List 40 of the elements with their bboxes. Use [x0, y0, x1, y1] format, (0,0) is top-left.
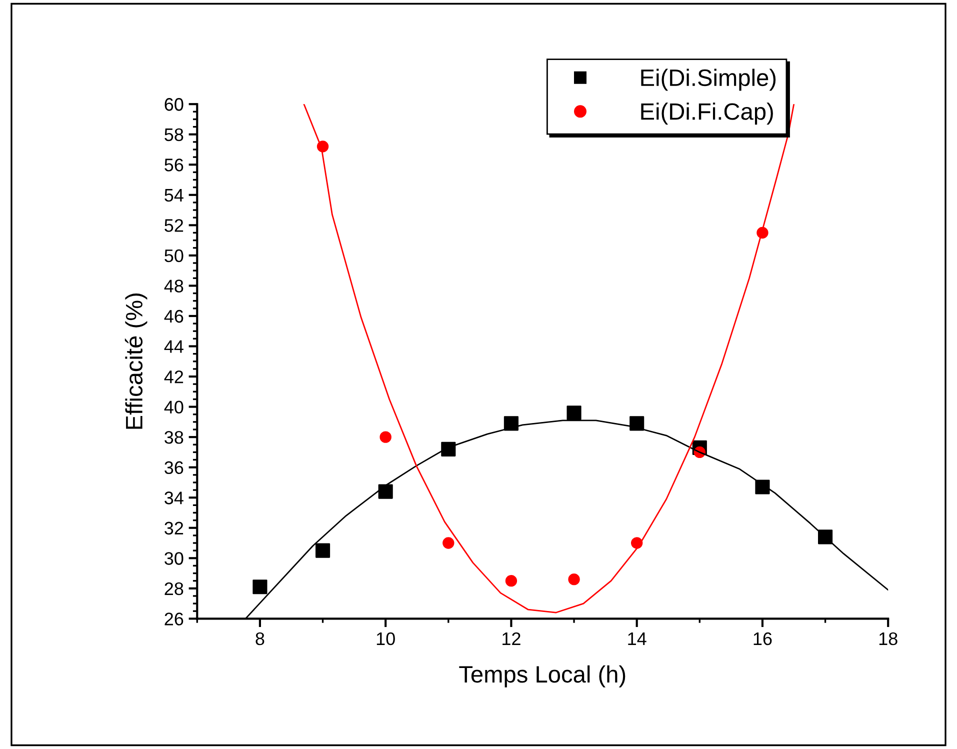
x-tick-label: 18 — [879, 632, 898, 646]
y-axis-title: Efficacité (%) — [124, 294, 148, 429]
y-tick-label: 36 — [164, 461, 184, 474]
y-tick-label: 58 — [164, 128, 184, 142]
point — [504, 416, 518, 431]
x-tick-label: 8 — [256, 632, 264, 646]
y-tick-label: 60 — [164, 98, 184, 111]
legend-label: Ei(Di.Simple) — [641, 68, 776, 91]
y-tick-label: 46 — [164, 310, 184, 323]
y-tick-label: 38 — [164, 431, 184, 444]
line-series — [303, 104, 795, 614]
x-axis-title: Temps Local (h) — [459, 665, 626, 688]
x-tick-label: 14 — [628, 632, 646, 645]
y-tick-label: 42 — [164, 370, 184, 384]
y-tick-label: 26 — [164, 612, 184, 626]
x-tick-label: 12 — [502, 632, 520, 645]
y-tick-label: 50 — [164, 249, 184, 262]
legend-label: Ei(Di.Fi.Cap) — [641, 102, 773, 125]
point — [252, 580, 268, 594]
y-tick-label: 56 — [164, 158, 184, 172]
y-tick-label: 54 — [164, 189, 184, 202]
x-tick-label: 10 — [376, 632, 395, 646]
y-tick-label: 44 — [164, 340, 184, 353]
point — [378, 484, 393, 499]
point — [442, 537, 454, 549]
point — [566, 406, 582, 420]
y-tick-label: 30 — [164, 552, 184, 565]
point — [380, 431, 392, 443]
x-tick-label: 16 — [754, 632, 772, 646]
y-tick-label: 52 — [164, 219, 184, 232]
point — [755, 480, 770, 494]
point — [505, 574, 518, 587]
point — [315, 543, 330, 558]
y-tick-label: 48 — [164, 280, 184, 292]
y-tick-label: 34 — [164, 492, 184, 504]
point — [568, 573, 580, 586]
point — [630, 416, 644, 431]
y-tick-label: 28 — [164, 582, 184, 596]
y-tick-label: 40 — [164, 400, 184, 414]
y-tick-label: 32 — [164, 522, 184, 535]
